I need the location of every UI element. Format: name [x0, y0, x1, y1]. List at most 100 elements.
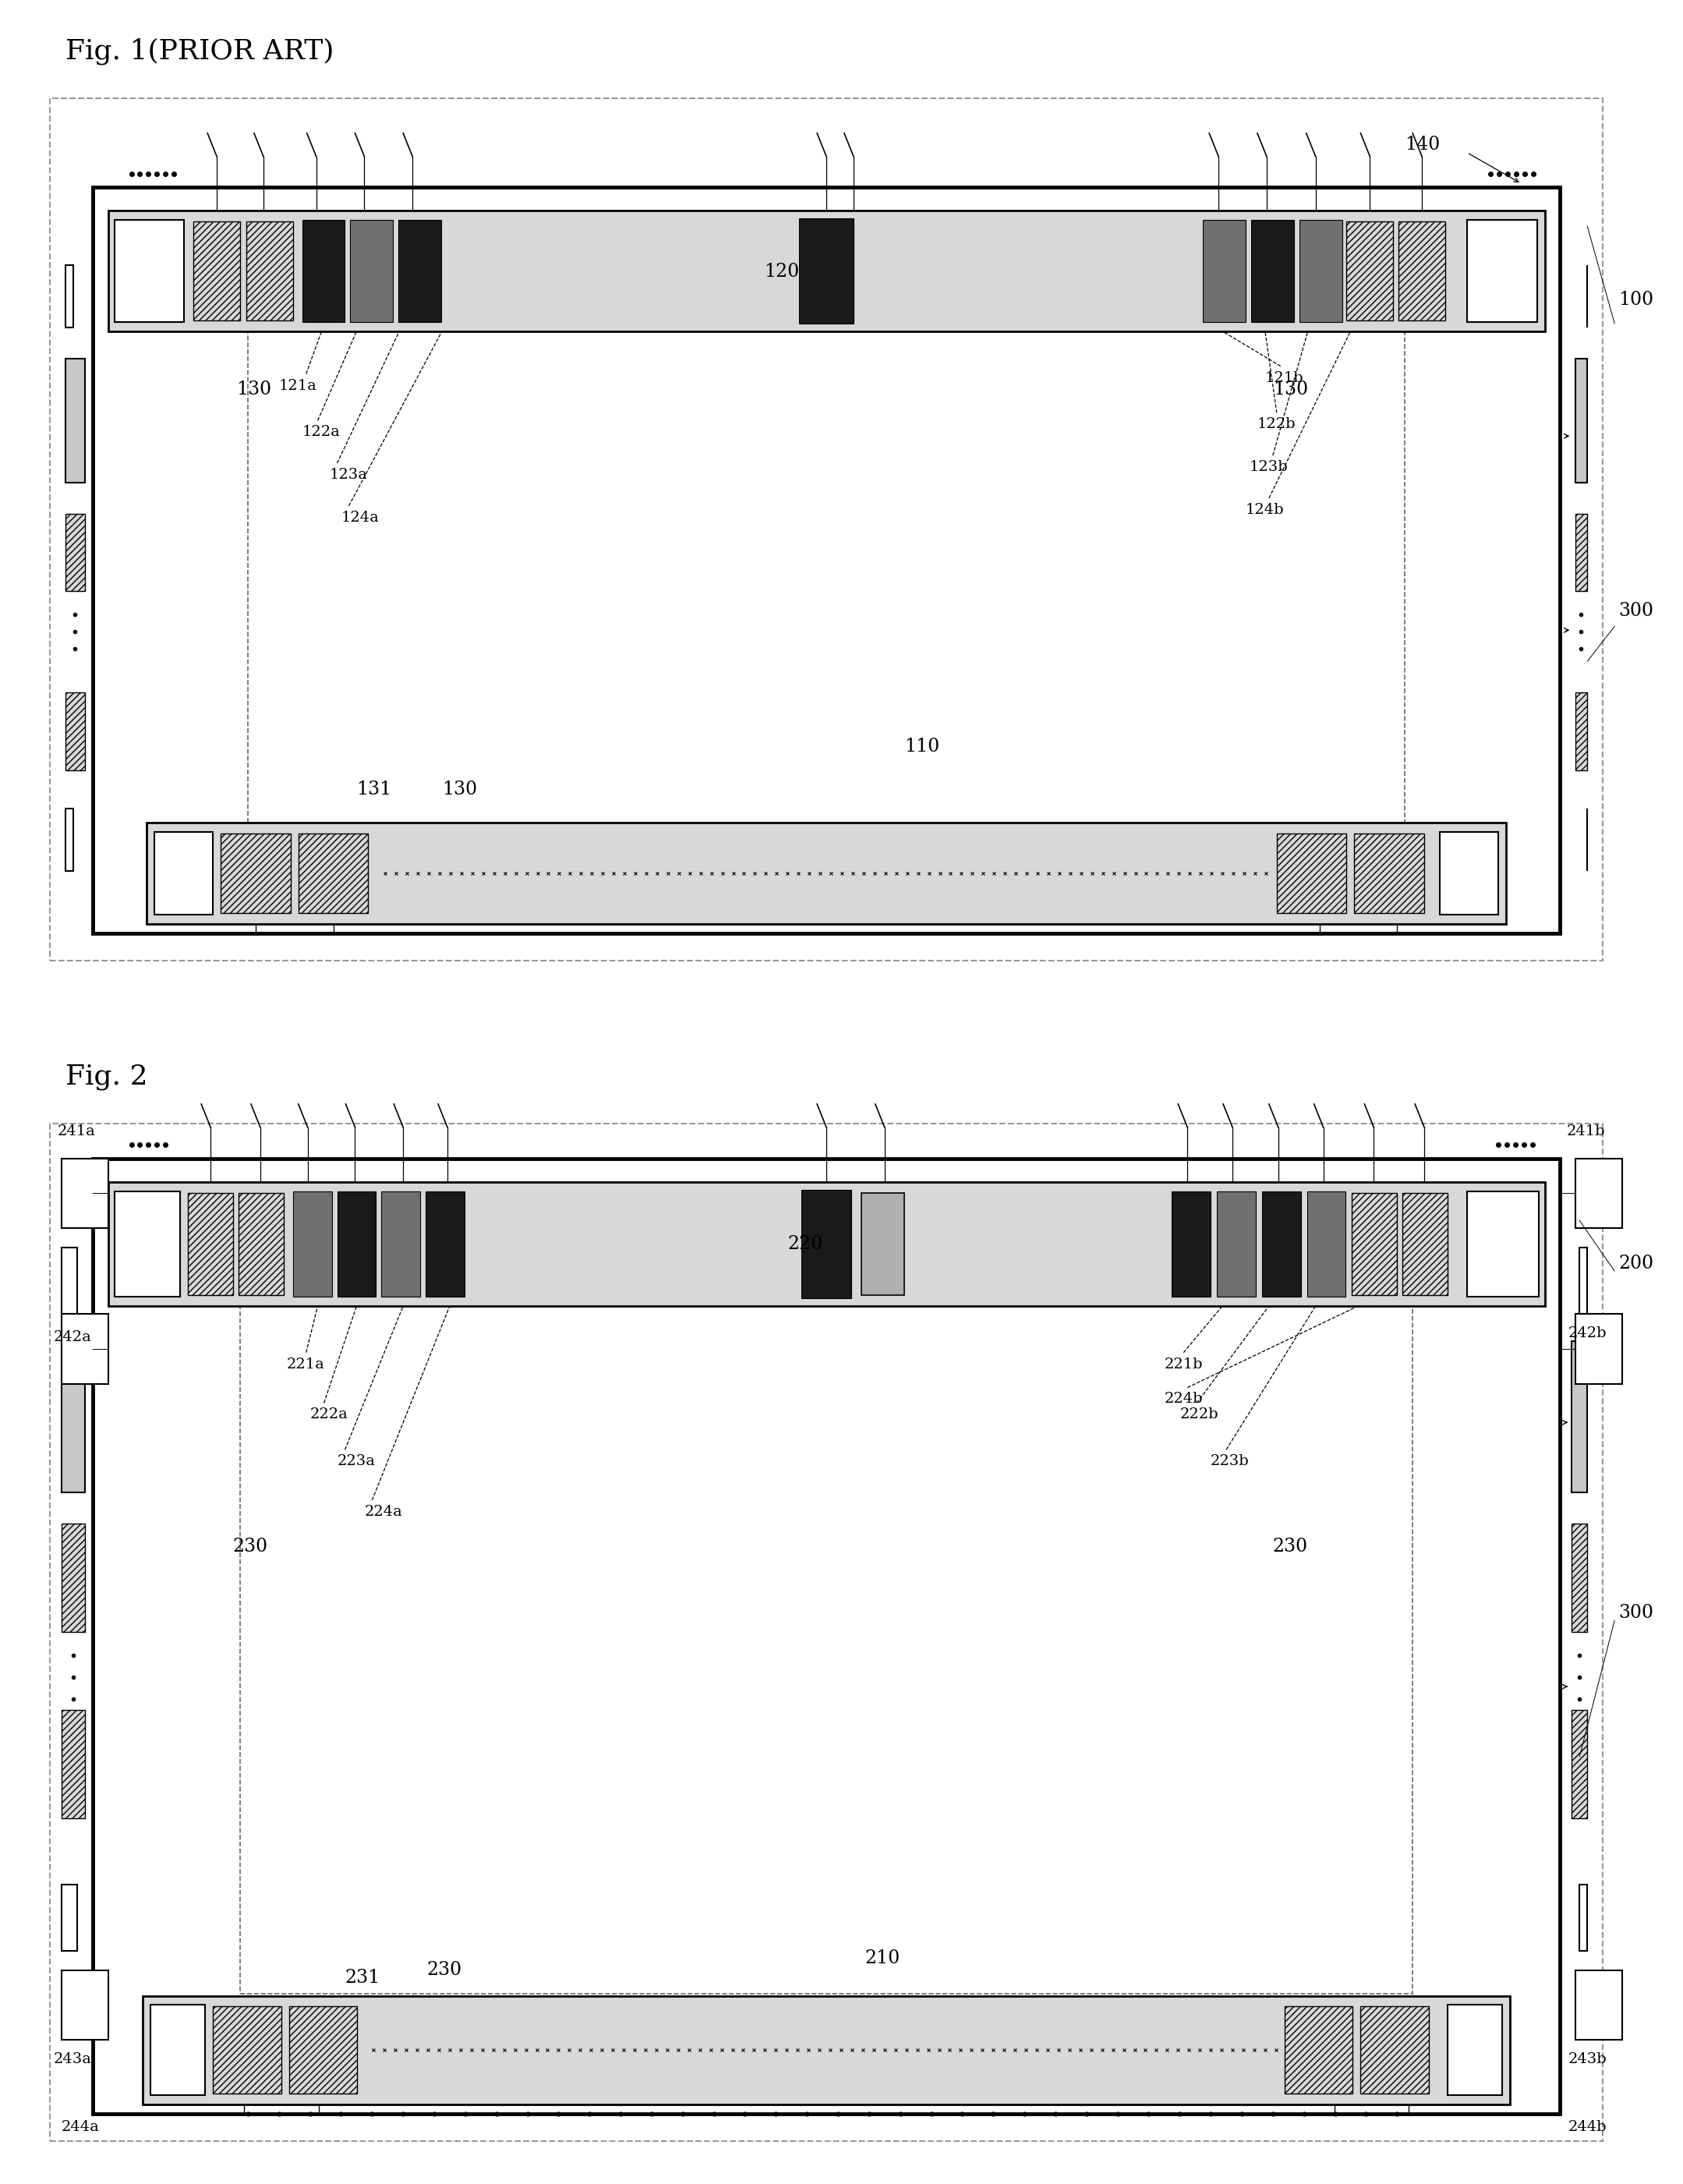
Text: 123b: 123b: [1249, 461, 1289, 474]
Bar: [62, 1247, 77, 1315]
Bar: [108, 212, 1545, 332]
Text: 230: 230: [426, 1961, 461, 1979]
Bar: [862, 1192, 904, 1295]
Bar: [1399, 223, 1446, 321]
Bar: [66, 358, 84, 483]
Text: 121a: 121a: [279, 378, 316, 393]
Text: 244a: 244a: [62, 2121, 99, 2134]
Text: 200: 200: [1619, 1254, 1654, 1273]
Bar: [1468, 221, 1537, 321]
Bar: [62, 1341, 84, 1492]
Bar: [303, 221, 345, 321]
Bar: [801, 1190, 852, 1297]
Text: 210: 210: [865, 1950, 900, 1968]
Text: 244b: 244b: [1569, 2121, 1607, 2134]
Bar: [1575, 358, 1587, 483]
Text: 130: 130: [443, 780, 478, 799]
Text: Fig. 2: Fig. 2: [66, 1064, 148, 1090]
Bar: [1575, 1970, 1622, 2040]
Bar: [1575, 513, 1587, 592]
Bar: [337, 1190, 375, 1297]
Bar: [1308, 1190, 1346, 1297]
Text: 120: 120: [764, 262, 799, 280]
Text: 224b: 224b: [1165, 1391, 1203, 1406]
Text: 123a: 123a: [330, 467, 367, 483]
Bar: [108, 1182, 1545, 1306]
Text: 122a: 122a: [303, 426, 340, 439]
Bar: [1299, 221, 1341, 321]
Text: 124a: 124a: [342, 511, 379, 524]
Text: 110: 110: [904, 738, 939, 756]
Bar: [66, 692, 84, 771]
Bar: [1580, 1247, 1587, 1315]
Bar: [93, 188, 1560, 933]
Bar: [1250, 221, 1294, 321]
Bar: [62, 1158, 108, 1227]
Bar: [1355, 834, 1424, 913]
Bar: [246, 223, 293, 321]
Text: 223a: 223a: [337, 1455, 375, 1468]
Text: 222b: 222b: [1180, 1409, 1218, 1422]
Bar: [298, 834, 369, 913]
Bar: [114, 1190, 180, 1297]
Text: 131: 131: [357, 780, 392, 799]
Bar: [66, 513, 84, 592]
Text: 300: 300: [1619, 603, 1653, 620]
Bar: [1468, 1190, 1538, 1297]
Text: 221a: 221a: [286, 1356, 325, 1372]
Text: 221b: 221b: [1165, 1356, 1203, 1372]
Bar: [1360, 2007, 1429, 2094]
Bar: [1572, 1524, 1587, 1631]
Bar: [114, 221, 183, 321]
Bar: [289, 2007, 357, 2094]
Bar: [1262, 1190, 1301, 1297]
Bar: [50, 98, 1602, 961]
Text: 230: 230: [1272, 1538, 1308, 1555]
Bar: [426, 1190, 465, 1297]
Text: 300: 300: [1619, 1603, 1653, 1623]
Bar: [62, 1315, 108, 1385]
Text: 230: 230: [232, 1538, 268, 1555]
Bar: [66, 808, 72, 871]
Text: Fig. 1(PRIOR ART): Fig. 1(PRIOR ART): [66, 37, 333, 66]
Bar: [241, 1251, 1412, 1994]
Bar: [799, 218, 853, 323]
Text: 222a: 222a: [310, 1409, 348, 1422]
Bar: [194, 223, 241, 321]
Bar: [1203, 221, 1245, 321]
Bar: [1441, 832, 1498, 915]
Bar: [1572, 1710, 1587, 1819]
Bar: [62, 1970, 108, 2040]
Bar: [239, 1192, 283, 1295]
Bar: [155, 832, 214, 915]
Text: 231: 231: [345, 1968, 380, 1987]
Bar: [382, 1190, 421, 1297]
Bar: [1346, 223, 1394, 321]
Text: 121b: 121b: [1266, 371, 1304, 384]
Text: 130: 130: [1272, 380, 1308, 397]
Bar: [62, 1710, 84, 1819]
Bar: [1575, 1158, 1622, 1227]
Text: 223b: 223b: [1210, 1455, 1249, 1468]
Text: 140: 140: [1405, 135, 1441, 153]
Bar: [62, 1524, 84, 1631]
Bar: [350, 221, 394, 321]
Text: 130: 130: [236, 380, 271, 397]
Bar: [50, 1123, 1602, 2140]
Text: 100: 100: [1619, 290, 1654, 310]
Bar: [247, 218, 1405, 823]
Bar: [1575, 692, 1587, 771]
Bar: [1575, 1315, 1622, 1385]
Bar: [293, 1190, 332, 1297]
Text: 122b: 122b: [1257, 417, 1296, 432]
Bar: [399, 221, 441, 321]
Text: 243a: 243a: [54, 2053, 93, 2066]
Bar: [1580, 1885, 1587, 1950]
Bar: [1217, 1190, 1256, 1297]
Text: 241a: 241a: [57, 1125, 96, 1138]
Text: 124b: 124b: [1245, 502, 1284, 518]
Bar: [1351, 1192, 1397, 1295]
Bar: [214, 2007, 281, 2094]
Bar: [1572, 1341, 1587, 1492]
Bar: [1277, 834, 1346, 913]
